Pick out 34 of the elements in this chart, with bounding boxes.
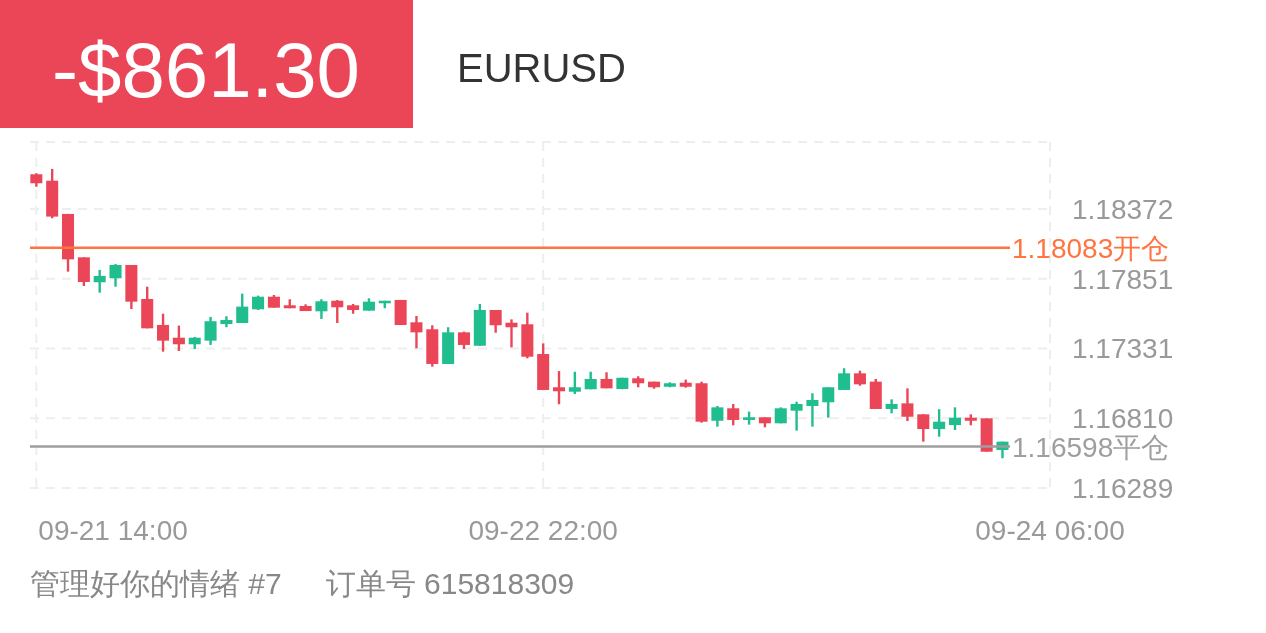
candlestick: [727, 402, 740, 427]
candlestick: [711, 404, 724, 428]
y-tick-label: 1.16289: [1072, 473, 1174, 504]
candlestick: [93, 268, 106, 294]
candlestick: [236, 292, 249, 325]
x-tick-label: 09-24 06:00: [975, 515, 1125, 546]
text: 管理好你的情绪 #7: [30, 567, 282, 600]
candlestick: [172, 324, 185, 353]
candlestick: [410, 314, 423, 350]
candlestick: [838, 367, 851, 392]
ref-line-label: 1.18083开仓: [1012, 232, 1170, 264]
chart-subtitle: EURUSD: [457, 46, 626, 90]
text: 订单号 615818309: [325, 567, 575, 600]
candlestick: [933, 408, 946, 438]
candlestick: [204, 315, 217, 347]
y-tick-label: 1.17331: [1072, 333, 1174, 365]
candlestick: [505, 318, 518, 349]
candlestick: [806, 392, 819, 428]
candlestick: [901, 387, 914, 423]
candlestick: [315, 298, 328, 321]
x-tick-label: 09-22 22:00: [468, 515, 618, 546]
chart-title: -$861.30: [52, 26, 360, 114]
candlestick: [790, 400, 803, 432]
candlestick: [552, 369, 566, 406]
x-tick-label: 09-21 14:00: [38, 515, 188, 546]
candlestick: [331, 298, 344, 325]
candlestick: [917, 413, 930, 443]
candlestick: [948, 406, 961, 432]
candlestick: [568, 370, 581, 396]
candlestick: [157, 312, 170, 353]
candlestick: [109, 262, 122, 288]
candlestick: [822, 386, 835, 419]
y-tick-label: 1.18372: [1072, 193, 1174, 225]
y-tick-label: 1.17851: [1072, 263, 1174, 295]
